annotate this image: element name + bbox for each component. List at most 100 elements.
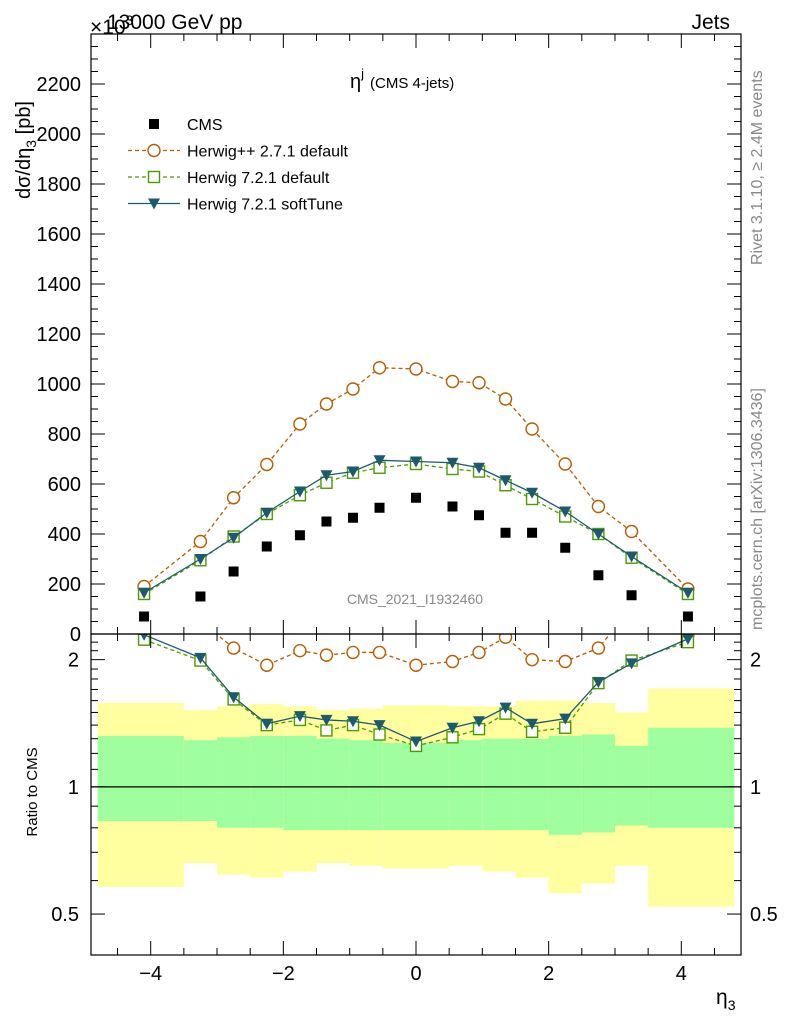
data-point bbox=[260, 457, 274, 472]
ratio-point bbox=[526, 718, 539, 730]
legend-marker bbox=[147, 143, 161, 158]
series-line bbox=[143, 459, 689, 594]
ratio-point bbox=[320, 724, 333, 737]
legend-label: Herwig 7.2.1 softTune bbox=[187, 197, 343, 214]
legend-label: Herwig 7.2.1 default bbox=[187, 170, 330, 187]
inner-band-bin bbox=[648, 727, 735, 828]
ratio-point bbox=[194, 615, 206, 627]
data-point bbox=[498, 392, 513, 406]
ratio-point bbox=[320, 714, 333, 726]
data-point bbox=[139, 611, 150, 622]
ratio-point bbox=[498, 634, 513, 644]
legend-label: Herwig++ 2.7.1 default bbox=[187, 144, 349, 161]
ratio-point bbox=[625, 658, 638, 670]
uncertainty-bands bbox=[97, 688, 735, 907]
inner-band-bin bbox=[482, 738, 516, 831]
x-axis-label: η3 bbox=[716, 986, 736, 1013]
y-tick-label: 2000 bbox=[37, 124, 82, 146]
data-point bbox=[372, 361, 387, 375]
x-tick-label: 2 bbox=[543, 963, 554, 985]
inner-band-bin bbox=[316, 738, 350, 831]
data-point bbox=[625, 551, 638, 563]
ratio-point bbox=[260, 718, 273, 730]
y-tick-label: 600 bbox=[48, 474, 81, 496]
ratio-point bbox=[499, 702, 512, 714]
data-point bbox=[472, 376, 486, 390]
series-herwig-7-2-1-softtune bbox=[138, 455, 694, 599]
data-point bbox=[447, 501, 458, 512]
inner-band-bin bbox=[614, 745, 649, 826]
ratio-y-tick-label-left: 0.5 bbox=[51, 904, 79, 926]
ratio-y-tick-label-right: 0.5 bbox=[750, 904, 778, 926]
inner-band-bin bbox=[250, 735, 284, 828]
inner-band-bin bbox=[581, 734, 615, 833]
ratio-point bbox=[446, 722, 459, 734]
series-herwig-2-7-1-default bbox=[137, 361, 695, 596]
inner-band-bin bbox=[449, 740, 483, 831]
ratio-series-herwig-2-7-1-default bbox=[194, 615, 695, 672]
main-panel-series bbox=[137, 361, 695, 622]
ratio-y-tick-label-right: 2 bbox=[750, 650, 761, 672]
y-axis-label: dσ/dη3 [pb] bbox=[13, 101, 39, 199]
ratio-point bbox=[260, 658, 274, 672]
data-point bbox=[527, 527, 538, 538]
data-point bbox=[500, 527, 511, 538]
data-point bbox=[321, 516, 332, 527]
data-point bbox=[411, 492, 421, 503]
x-tick-label: −2 bbox=[272, 963, 295, 985]
series-line bbox=[143, 463, 689, 595]
data-point bbox=[526, 487, 539, 499]
x-tick-label: 4 bbox=[676, 963, 687, 985]
y-tick-label: 800 bbox=[48, 424, 81, 446]
ratio-point bbox=[409, 658, 423, 672]
inner-band-bin bbox=[217, 737, 251, 828]
x-tick-label: 0 bbox=[410, 963, 421, 985]
data-point bbox=[558, 457, 572, 471]
legend-marker bbox=[148, 198, 160, 210]
inner-band-bin bbox=[183, 740, 218, 822]
ratio-point bbox=[140, 634, 148, 641]
data-point bbox=[194, 554, 207, 565]
data-point bbox=[446, 457, 459, 469]
y-tick-label: 1200 bbox=[37, 324, 82, 346]
legend-marker bbox=[147, 170, 161, 184]
ratio-point bbox=[293, 643, 307, 658]
energy-label: 13000 GeV pp bbox=[107, 11, 242, 34]
data-point bbox=[593, 570, 604, 581]
ratio-point bbox=[591, 641, 606, 655]
inner-band-bin bbox=[515, 738, 549, 831]
inner-band-bin bbox=[97, 735, 184, 822]
data-point bbox=[374, 502, 385, 513]
ratio-point bbox=[592, 677, 605, 689]
ratio-point bbox=[226, 641, 241, 655]
ratio-y-axis-label: Ratio to CMS bbox=[24, 747, 41, 836]
data-point bbox=[409, 362, 423, 376]
process-label: Jets bbox=[691, 11, 730, 34]
ratio-series-herwig-7-2-1-softtune bbox=[140, 634, 694, 748]
legend-entry: Herwig 7.2.1 default bbox=[128, 170, 330, 187]
x-tick-label: −4 bbox=[139, 963, 162, 985]
y-tick-label: 0 bbox=[70, 624, 81, 646]
legend-entry: Herwig++ 2.7.1 default bbox=[128, 144, 349, 161]
ratio-panel-series bbox=[137, 615, 695, 753]
rivet-label: Rivet 3.1.10, ≥ 2.4M events bbox=[749, 70, 766, 265]
data-point bbox=[445, 374, 460, 389]
data-point bbox=[319, 397, 334, 411]
ratio-point bbox=[558, 654, 572, 669]
data-point bbox=[560, 542, 571, 553]
data-point bbox=[227, 532, 240, 544]
plot-title: ηj(CMS 4-jets) bbox=[350, 66, 454, 93]
y-tick-label: 1800 bbox=[37, 174, 82, 196]
legend-marker bbox=[149, 119, 159, 129]
data-point bbox=[347, 512, 358, 523]
analysis-watermark: CMS_2021_I1932460 bbox=[347, 591, 483, 607]
data-point bbox=[261, 541, 272, 552]
data-point bbox=[346, 466, 359, 478]
ratio-point bbox=[472, 645, 486, 660]
data-point bbox=[260, 507, 273, 519]
data-point bbox=[193, 534, 208, 549]
ratio-point bbox=[373, 720, 386, 732]
ratio-point bbox=[525, 652, 539, 667]
data-point bbox=[195, 591, 206, 602]
